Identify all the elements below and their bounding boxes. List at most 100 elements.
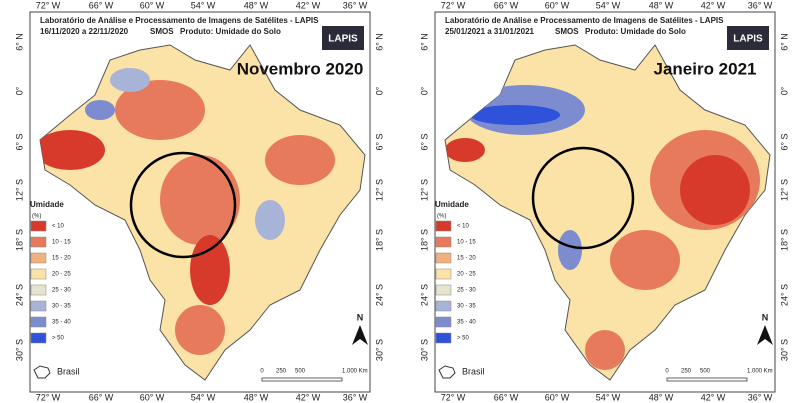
legend-label: 30 - 35 (52, 304, 71, 310)
north-arrow (757, 325, 773, 345)
lat-label: 12° S (374, 179, 384, 201)
country-label: Brasil (57, 366, 80, 376)
country-label: Brasil (462, 366, 485, 376)
lat-label: 6° S (419, 133, 429, 150)
north-label: N (357, 312, 364, 322)
panel: 72° W 72° W 66° W 66° W 60° W 60° W 54° W 54° W… (419, 0, 789, 402)
lat-label: 6° S (374, 133, 384, 150)
lat-label: 6° N (14, 33, 24, 51)
lat-label: 30° S (779, 339, 789, 361)
lat-label: 12° S (14, 179, 24, 201)
scale-label: 500 (295, 369, 306, 375)
legend-label: 25 - 30 (457, 288, 476, 294)
legend-label: > 50 (457, 336, 470, 342)
panel-title: Janeiro 2021 (653, 59, 756, 78)
legend-swatch (435, 284, 452, 296)
lat-label: 18° S (374, 229, 384, 251)
header-product: Produto: Umidade do Solo (180, 27, 281, 36)
legend-swatch (435, 220, 452, 232)
scale-label: 250 (681, 369, 692, 375)
lat-label: 6° S (779, 133, 789, 150)
legend-label: 15 - 20 (52, 256, 71, 262)
panel-title: Novembro 2020 (237, 59, 364, 78)
legend-swatch (435, 332, 452, 344)
header-dates: 25/01/2021 a 31/01/2021 (445, 27, 535, 36)
legend-swatch (435, 268, 452, 280)
lat-label: 24° S (419, 284, 429, 306)
lon-label: 60° W (140, 0, 165, 10)
legend-swatch (30, 236, 47, 248)
lat-label: 0° (374, 86, 384, 95)
legend-swatch (435, 236, 452, 248)
lon-label: 42° W (701, 392, 726, 402)
header-product: Produto: Umidade do Solo (585, 27, 686, 36)
legend-label: 10 - 15 (52, 240, 71, 246)
logo-box (322, 26, 364, 50)
lon-label: 36° W (343, 0, 368, 10)
lat-label: 0° (14, 86, 24, 95)
legend-label: 35 - 40 (52, 320, 71, 326)
lon-label: 54° W (191, 0, 216, 10)
lon-label: 36° W (748, 0, 773, 10)
lon-label: 72° W (441, 392, 466, 402)
lat-label: 18° S (779, 229, 789, 251)
lon-label: 48° W (244, 392, 269, 402)
legend-swatch (30, 284, 47, 296)
legend-swatch (435, 316, 452, 328)
legend-unit: (%) (437, 214, 446, 220)
lat-label: 6° S (14, 133, 24, 150)
lon-label: 72° W (36, 392, 61, 402)
scale-label: 500 (700, 369, 711, 375)
lon-label: 66° W (89, 0, 114, 10)
lat-label: 30° S (374, 339, 384, 361)
lon-label: 72° W (36, 0, 61, 10)
lon-label: 36° W (748, 392, 773, 402)
scale-bar (261, 377, 343, 382)
scale-label: 0 (260, 369, 264, 375)
highlight-circle (129, 151, 237, 259)
lon-label: 48° W (244, 0, 269, 10)
lat-label: 12° S (419, 179, 429, 201)
legend-swatch (30, 316, 47, 328)
legend-swatch (435, 300, 452, 312)
lon-label: 60° W (140, 392, 165, 402)
legend-label: < 10 (457, 224, 470, 230)
legend-label: > 50 (52, 336, 65, 342)
lon-label: 42° W (296, 392, 321, 402)
scale-label: 0 (665, 369, 669, 375)
header-lab: Laboratório de Análise e Processamento d… (40, 16, 319, 25)
lat-label: 30° S (14, 339, 24, 361)
lon-label: 66° W (494, 392, 519, 402)
header-satellite: SMOS (555, 27, 579, 36)
lat-label: 0° (419, 86, 429, 95)
lon-label: 60° W (545, 0, 570, 10)
country-icon (438, 365, 456, 379)
lon-label: 60° W (545, 392, 570, 402)
logo: LAPIS (733, 34, 763, 45)
lat-label: 30° S (419, 339, 429, 361)
lat-label: 24° S (14, 284, 24, 306)
legend-swatch (435, 252, 452, 264)
moisture-field (40, 68, 335, 355)
legend-swatch (30, 252, 47, 264)
lon-label: 54° W (191, 392, 216, 402)
lon-label: 66° W (89, 392, 114, 402)
panel: 72° W 72° W 66° W 66° W 60° W 60° W 54° W 54° W… (14, 0, 384, 402)
lat-label: 24° S (374, 284, 384, 306)
scale-label: 1.000 Km (747, 369, 773, 375)
lat-label: 0° (779, 86, 789, 95)
lat-label: 18° S (419, 229, 429, 251)
legend-swatch (30, 332, 47, 344)
scale-bar (666, 377, 748, 382)
scale-label: 1.000 Km (342, 369, 368, 375)
legend-label: 25 - 30 (52, 288, 71, 294)
legend-title: Umidade (30, 200, 64, 209)
lon-label: 72° W (441, 0, 466, 10)
lon-label: 54° W (596, 392, 621, 402)
lon-label: 48° W (649, 0, 674, 10)
legend-unit: (%) (32, 214, 41, 220)
legend-label: 35 - 40 (457, 320, 476, 326)
lat-label: 18° S (14, 229, 24, 251)
legend-label: 30 - 35 (457, 304, 476, 310)
